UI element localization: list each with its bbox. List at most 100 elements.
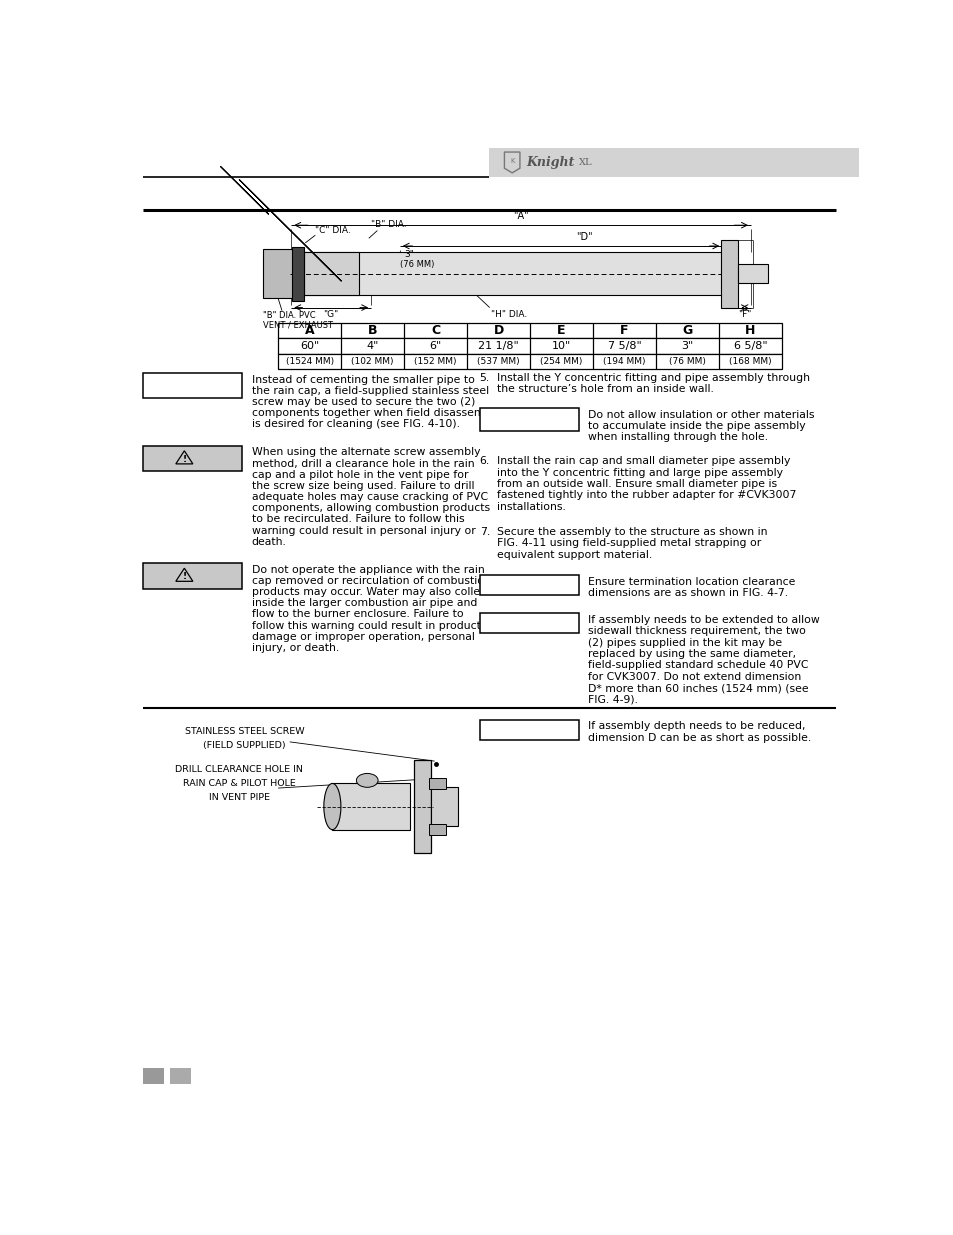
Bar	[292, 247, 304, 300]
Text: 10": 10"	[551, 341, 571, 351]
Text: "D": "D"	[576, 232, 592, 242]
Text: When using the alternate screw assembly: When using the alternate screw assembly	[252, 447, 479, 457]
Text: Do not allow insulation or other materials: Do not allow insulation or other materia…	[587, 410, 814, 420]
Text: FIG. 4-9).: FIG. 4-9).	[587, 694, 638, 705]
Text: If assembly needs to be extended to allow: If assembly needs to be extended to allo…	[587, 615, 819, 625]
Text: (102 MM): (102 MM)	[351, 357, 394, 366]
Bar	[488, 148, 858, 178]
Bar	[142, 1068, 164, 1084]
Text: to be recirculated. Failure to follow this: to be recirculated. Failure to follow th…	[252, 514, 464, 525]
Polygon shape	[250, 190, 335, 275]
Text: DRILL CLEARANCE HOLE IN: DRILL CLEARANCE HOLE IN	[175, 766, 303, 774]
Text: screw may be used to secure the two (2): screw may be used to secure the two (2)	[252, 396, 475, 406]
Text: components together when field disassembly: components together when field disassemb…	[252, 408, 500, 419]
Text: is desired for cleaning (see FIG. 4-10).: is desired for cleaning (see FIG. 4-10).	[252, 419, 459, 430]
Text: 6": 6"	[429, 341, 441, 351]
Text: for CVK3007. Do not extend dimension: for CVK3007. Do not extend dimension	[587, 672, 801, 682]
Bar	[278, 324, 781, 338]
Text: (254 MM): (254 MM)	[539, 357, 582, 366]
Text: 6 5/8": 6 5/8"	[733, 341, 766, 351]
Text: Secure the assembly to the structure as shown in: Secure the assembly to the structure as …	[497, 527, 766, 537]
Text: (FIELD SUPPLIED): (FIELD SUPPLIED)	[203, 741, 286, 750]
Text: "A": "A"	[513, 211, 528, 221]
Ellipse shape	[356, 773, 377, 787]
Bar	[479, 408, 578, 431]
Text: "B" DIA.: "B" DIA.	[371, 220, 406, 228]
Text: dimension D can be as short as possible.: dimension D can be as short as possible.	[587, 732, 810, 742]
Text: A: A	[304, 325, 314, 337]
Text: the screw size being used. Failure to drill: the screw size being used. Failure to dr…	[252, 480, 474, 490]
Text: the rain cap, a field-supplied stainless steel: the rain cap, a field-supplied stainless…	[252, 385, 488, 395]
Text: D: D	[493, 325, 503, 337]
Text: replaced by using the same diameter,: replaced by using the same diameter,	[587, 650, 796, 659]
Text: 4": 4"	[366, 341, 378, 351]
Text: equivalent support material.: equivalent support material.	[497, 550, 651, 559]
Bar	[142, 563, 241, 589]
Text: to accumulate inside the pipe assembly: to accumulate inside the pipe assembly	[587, 421, 805, 431]
Text: installations.: installations.	[497, 501, 565, 511]
Bar	[720, 240, 738, 308]
Text: Do not operate the appliance with the rain: Do not operate the appliance with the ra…	[252, 564, 484, 574]
Polygon shape	[220, 167, 269, 215]
Polygon shape	[239, 179, 341, 282]
Text: 60": 60"	[299, 341, 319, 351]
Text: the structure’s hole from an inside wall.: the structure’s hole from an inside wall…	[497, 384, 713, 394]
Ellipse shape	[323, 783, 340, 830]
Text: If assembly depth needs to be reduced,: If assembly depth needs to be reduced,	[587, 721, 804, 731]
Text: (168 MM): (168 MM)	[728, 357, 771, 366]
Text: G: G	[681, 325, 692, 337]
Bar	[332, 783, 410, 830]
Text: "E": "E"	[756, 269, 769, 278]
Text: damage or improper operation, personal: damage or improper operation, personal	[252, 632, 475, 642]
Text: XL: XL	[578, 158, 592, 167]
Text: F: F	[619, 325, 628, 337]
Text: C: C	[431, 325, 439, 337]
Text: "B" DIA. PVC: "B" DIA. PVC	[262, 311, 314, 320]
Text: 7 5/8": 7 5/8"	[607, 341, 640, 351]
Bar	[303, 252, 723, 295]
Text: cap removed or recirculation of combustion: cap removed or recirculation of combusti…	[252, 576, 490, 585]
Text: !: !	[182, 454, 186, 464]
Text: IN VENT PIPE: IN VENT PIPE	[209, 793, 270, 802]
Text: (2) pipes supplied in the kit may be: (2) pipes supplied in the kit may be	[587, 637, 781, 647]
Text: adequate holes may cause cracking of PVC: adequate holes may cause cracking of PVC	[252, 492, 487, 501]
Text: "C" DIA.: "C" DIA.	[315, 226, 351, 235]
Text: injury, or death.: injury, or death.	[252, 643, 338, 653]
Bar	[142, 446, 241, 472]
Text: flow to the burner enclosure. Failure to: flow to the burner enclosure. Failure to	[252, 609, 463, 620]
Text: (537 MM): (537 MM)	[476, 357, 519, 366]
Text: 5.: 5.	[479, 373, 489, 383]
Text: "H" DIA.: "H" DIA.	[491, 310, 527, 319]
Text: death.: death.	[252, 537, 286, 547]
Text: 7.: 7.	[479, 527, 489, 537]
Text: Install the rain cap and small diameter pipe assembly: Install the rain cap and small diameter …	[497, 456, 789, 466]
Text: 3": 3"	[680, 341, 693, 351]
Text: into the Y concentric fitting and large pipe assembly: into the Y concentric fitting and large …	[497, 468, 781, 478]
Text: D* more than 60 inches (1524 mm) (see: D* more than 60 inches (1524 mm) (see	[587, 683, 808, 693]
Text: "G": "G"	[323, 310, 338, 319]
Text: sidewall thickness requirement, the two: sidewall thickness requirement, the two	[587, 626, 805, 636]
Text: when installing through the hole.: when installing through the hole.	[587, 432, 767, 442]
Text: 3": 3"	[404, 249, 414, 259]
Text: Knight: Knight	[525, 156, 574, 169]
Text: inside the larger combustion air pipe and: inside the larger combustion air pipe an…	[252, 598, 476, 609]
Bar	[414, 761, 431, 852]
Text: (194 MM): (194 MM)	[602, 357, 645, 366]
Text: RAIN CAP & PILOT HOLE: RAIN CAP & PILOT HOLE	[183, 779, 295, 788]
Text: dimensions are as shown in FIG. 4-7.: dimensions are as shown in FIG. 4-7.	[587, 588, 787, 598]
Bar	[429, 824, 445, 835]
Text: K: K	[510, 158, 514, 164]
Bar	[431, 787, 457, 826]
Bar	[278, 353, 781, 369]
Text: field-supplied standard schedule 40 PVC: field-supplied standard schedule 40 PVC	[587, 661, 808, 671]
Text: follow this warning could result in product: follow this warning could result in prod…	[252, 621, 480, 631]
Text: Install the Y concentric fitting and pipe assembly through: Install the Y concentric fitting and pip…	[497, 373, 809, 383]
Bar	[738, 264, 767, 283]
Text: method, drill a clearance hole in the rain: method, drill a clearance hole in the ra…	[252, 458, 474, 468]
Bar	[170, 1068, 192, 1084]
Text: warning could result in personal injury or: warning could result in personal injury …	[252, 526, 475, 536]
Text: from an outside wall. Ensure small diameter pipe is: from an outside wall. Ensure small diame…	[497, 479, 776, 489]
Bar	[142, 373, 241, 399]
Text: components, allowing combustion products: components, allowing combustion products	[252, 503, 490, 514]
Text: FIG. 4-11 using field-supplied metal strapping or: FIG. 4-11 using field-supplied metal str…	[497, 538, 760, 548]
